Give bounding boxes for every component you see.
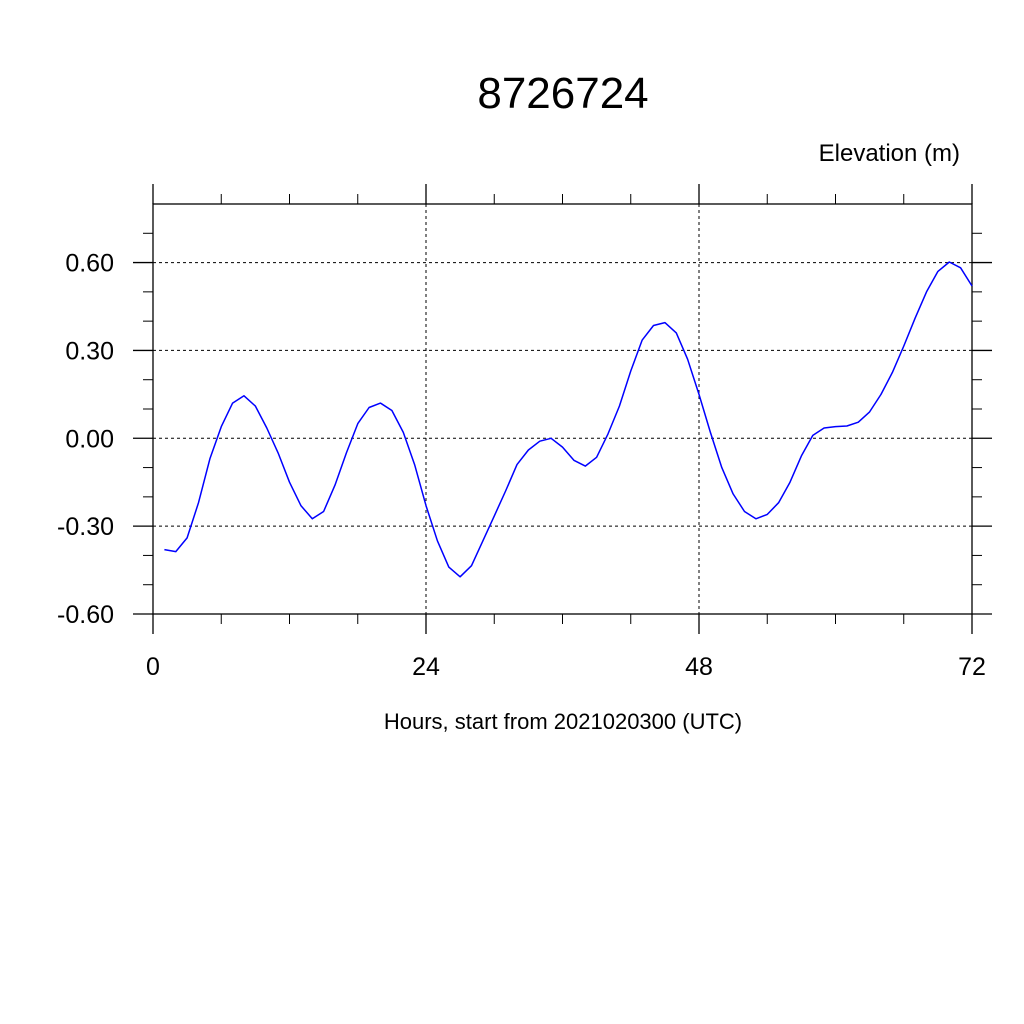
tick-labels: 0 24 48 72 -0.60 -0.30 0.00 0.30 0.60	[57, 250, 986, 681]
x-tick-label: 48	[685, 653, 713, 681]
y-axis-label: Elevation (m)	[819, 140, 960, 167]
plot-border	[152, 203, 973, 615]
y-tick-label: -0.60	[57, 601, 114, 629]
x-axis-label: Hours, start from 2021020300 (UTC)	[384, 709, 742, 734]
y-tick-label: 0.30	[65, 337, 114, 365]
y-tick-label: 0.00	[65, 425, 114, 453]
plot-frame	[152, 203, 973, 615]
x-tick-label: 0	[146, 653, 160, 681]
series-line	[164, 261, 973, 578]
y-tick-label: 0.60	[65, 250, 114, 278]
x-tick-label: 72	[958, 653, 986, 681]
axis-ticks	[133, 184, 992, 634]
chart-title: 8726724	[477, 69, 648, 118]
series-group	[164, 261, 973, 578]
x-tick-label: 24	[412, 653, 440, 681]
y-tick-label: -0.30	[57, 513, 114, 541]
grid-lines	[153, 204, 972, 614]
